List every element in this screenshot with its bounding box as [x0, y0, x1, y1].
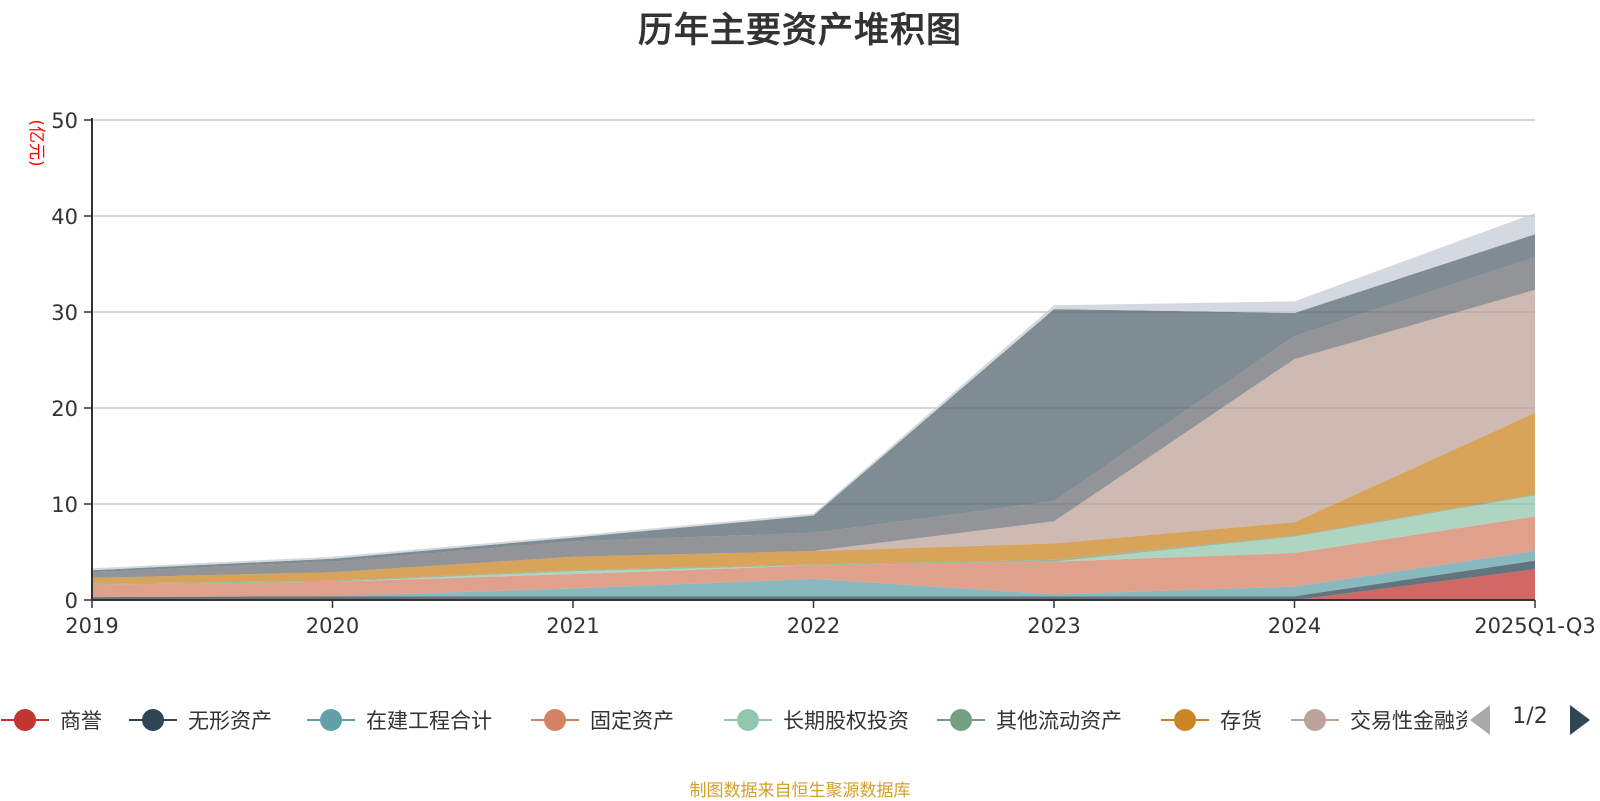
legend-items: 商誉 无形资产 在建工程合计 固定资产 长期股权投资 其他流动资产 存货 交易性金融资产 — [0, 700, 1467, 740]
y-axis-unit-label: (亿元) — [26, 119, 46, 166]
legend-marker-icon — [1160, 700, 1210, 740]
legend-item[interactable]: 存货 — [1160, 700, 1262, 740]
y-tick-label: 0 — [65, 589, 78, 613]
x-tick-label: 2025Q1-Q3 — [1474, 614, 1596, 638]
legend-item[interactable]: 无形资产 — [128, 700, 272, 740]
area-series-3[interactable] — [92, 516, 1535, 598]
y-tick-label: 30 — [51, 301, 78, 325]
legend-label: 在建工程合计 — [366, 709, 492, 733]
legend-item[interactable]: 交易性金融资产 — [1290, 700, 1467, 740]
legend-item[interactable]: 其他流动资产 — [936, 700, 1122, 740]
legend-item[interactable]: 固定资产 — [530, 700, 674, 740]
legend-item[interactable]: 在建工程合计 — [306, 700, 492, 740]
area-series-2[interactable] — [92, 551, 1535, 598]
legend-marker-icon — [530, 700, 580, 740]
source-note: 制图数据来自恒生聚源数据库 — [689, 781, 911, 801]
legend-marker-icon — [0, 700, 50, 740]
legend-marker-icon — [128, 700, 178, 740]
area-series-7[interactable] — [92, 289, 1535, 578]
legend-label: 存货 — [1220, 709, 1262, 733]
x-tick-label: 2024 — [1268, 614, 1321, 638]
legend-item[interactable]: 商誉 — [0, 700, 102, 740]
legend-item[interactable]: 长期股权投资 — [723, 700, 909, 740]
area-series-9[interactable] — [92, 234, 1535, 573]
legend-prev-page-button[interactable] — [1470, 705, 1490, 735]
x-tick-label: 2019 — [65, 614, 118, 638]
legend-page-indicator: 1/2 — [1512, 704, 1548, 729]
legend-marker-icon — [723, 700, 773, 740]
legend-label: 长期股权投资 — [783, 709, 909, 733]
y-tick-label: 20 — [51, 397, 78, 421]
axes: 0 10 20 30 40 50 2019 2020 2021 2022 2023 2024 2025Q… — [51, 109, 1596, 638]
x-tick-label: 2023 — [1027, 614, 1080, 638]
legend-label: 固定资产 — [590, 709, 674, 733]
legend-label: 无形资产 — [188, 709, 272, 733]
legend-label: 商誉 — [60, 709, 102, 733]
y-tick-label: 40 — [51, 205, 78, 229]
legend-next-page-button[interactable] — [1570, 705, 1590, 735]
area-series-0[interactable] — [92, 569, 1535, 600]
legend-label: 交易性金融资产 — [1350, 709, 1467, 733]
x-tick-label: 2020 — [306, 614, 359, 638]
legend-marker-icon — [1290, 700, 1340, 740]
legend-marker-icon — [306, 700, 356, 740]
legend-label: 其他流动资产 — [996, 709, 1122, 733]
legend: 商誉 无形资产 在建工程合计 固定资产 长期股权投资 其他流动资产 存货 交易性金融资产 — [0, 700, 1600, 740]
y-tick-label: 10 — [51, 493, 78, 517]
area-series — [92, 213, 1535, 600]
x-tick-label: 2021 — [546, 614, 599, 638]
area-series-6[interactable] — [92, 412, 1535, 584]
y-tick-label: 50 — [51, 109, 78, 133]
legend-marker-icon — [936, 700, 986, 740]
chart-title: 历年主要资产堆积图 — [637, 11, 962, 51]
x-tick-label: 2022 — [787, 614, 840, 638]
